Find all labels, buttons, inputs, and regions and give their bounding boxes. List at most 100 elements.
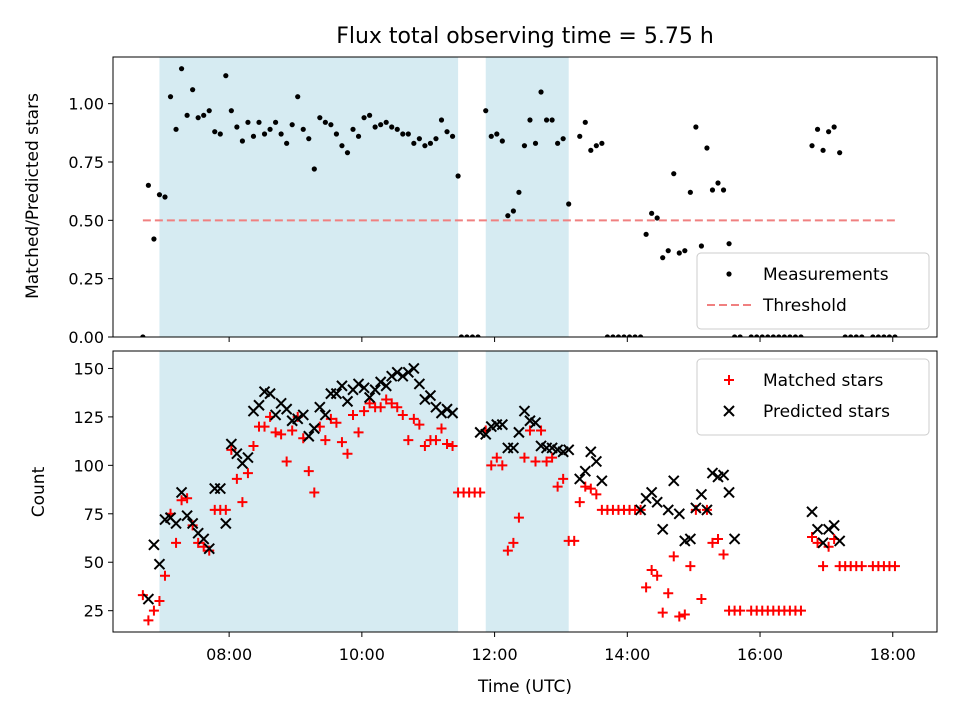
matched-point bbox=[668, 551, 679, 562]
measurement-point bbox=[206, 108, 212, 114]
predicted-point bbox=[645, 486, 658, 499]
measurement-point bbox=[475, 334, 481, 337]
matched-point bbox=[718, 549, 729, 560]
shaded-interval bbox=[485, 57, 569, 337]
measurement-point bbox=[272, 119, 279, 125]
matched-point bbox=[502, 545, 513, 556]
measurement-point bbox=[737, 334, 743, 337]
matched-point bbox=[270, 427, 281, 438]
predicted-point bbox=[242, 451, 254, 464]
x-tick-label: 14:00 bbox=[604, 645, 650, 664]
matched-point bbox=[795, 605, 806, 616]
measurement-point bbox=[538, 89, 544, 95]
legend: Matched stars Predicted stars bbox=[696, 358, 930, 436]
measurement-point bbox=[621, 334, 627, 337]
measurement-point bbox=[256, 119, 262, 125]
measurement-point bbox=[317, 115, 323, 121]
matched-point bbox=[430, 435, 441, 446]
measurement-point bbox=[604, 334, 610, 337]
measurement-point bbox=[261, 131, 268, 137]
measurement-point bbox=[588, 147, 594, 153]
matched-point bbox=[259, 421, 270, 432]
legend-marker bbox=[723, 405, 735, 417]
matched-point bbox=[226, 444, 237, 455]
matched-point bbox=[171, 537, 182, 548]
measurement-point bbox=[212, 129, 218, 135]
measurement-point bbox=[464, 334, 470, 337]
plot-area bbox=[140, 66, 898, 337]
x-tick-label: 16:00 bbox=[737, 645, 783, 664]
matched-point bbox=[652, 570, 663, 581]
y-tick-label: 150 bbox=[73, 359, 104, 378]
predicted-point bbox=[424, 389, 437, 402]
predicted-point bbox=[684, 533, 697, 545]
measurement-point bbox=[361, 115, 367, 121]
measurement-point bbox=[532, 140, 539, 146]
matched-point bbox=[823, 541, 834, 552]
measurement-point bbox=[328, 122, 334, 128]
measurement-point bbox=[720, 187, 727, 193]
matched-point bbox=[386, 398, 397, 409]
predicted-point bbox=[673, 508, 686, 520]
measurement-point bbox=[333, 131, 340, 137]
measurement-point bbox=[555, 140, 561, 146]
measurement-point bbox=[162, 194, 168, 200]
measurement-point bbox=[776, 334, 782, 337]
matched-point bbox=[447, 440, 458, 451]
legend-marker bbox=[726, 271, 732, 277]
measurement-point bbox=[654, 215, 660, 221]
measurement-point bbox=[278, 131, 284, 137]
measurement-point bbox=[781, 334, 787, 337]
predicted-point bbox=[717, 469, 730, 481]
matched-point bbox=[392, 402, 403, 413]
predicted-point bbox=[369, 384, 381, 396]
matched-point bbox=[381, 394, 392, 405]
predicted-point bbox=[723, 486, 735, 499]
matched-point bbox=[657, 607, 668, 618]
y-tick-label: 100 bbox=[73, 456, 104, 475]
predicted-point bbox=[668, 475, 680, 487]
measurement-point bbox=[505, 213, 511, 219]
measurement-point bbox=[892, 334, 898, 337]
matched-point bbox=[137, 590, 148, 601]
measurement-point bbox=[599, 140, 605, 146]
matched-point bbox=[818, 561, 829, 572]
measurement-point bbox=[770, 334, 776, 337]
matched-point bbox=[403, 435, 414, 446]
predicted-point bbox=[181, 510, 193, 522]
legend: Measurements Threshold bbox=[696, 252, 930, 330]
predicted-point bbox=[214, 482, 226, 495]
matched-point bbox=[497, 460, 508, 471]
measurement-point bbox=[239, 138, 246, 144]
measurement-point bbox=[566, 201, 572, 207]
measurement-point bbox=[726, 241, 732, 247]
predicted-point bbox=[292, 413, 304, 425]
matched-point bbox=[508, 537, 519, 548]
top-ylabel: Matched/Predicted stars bbox=[23, 93, 43, 299]
matched-point bbox=[303, 466, 314, 477]
matched-point bbox=[552, 481, 563, 492]
matched-point bbox=[856, 561, 867, 572]
matched-point bbox=[585, 483, 596, 494]
matched-point bbox=[143, 615, 154, 626]
y-tick-label: 25 bbox=[84, 602, 104, 621]
predicted-point bbox=[203, 542, 215, 555]
predicted-point bbox=[380, 380, 392, 392]
measurement-point bbox=[383, 119, 389, 125]
measurement-point bbox=[709, 187, 716, 193]
measurement-point bbox=[814, 126, 821, 132]
matched-point bbox=[325, 413, 336, 424]
predicted-point bbox=[496, 418, 509, 431]
shaded-interval bbox=[159, 351, 459, 632]
predicted-point bbox=[225, 438, 238, 450]
measurement-point bbox=[494, 131, 500, 137]
predicted-point bbox=[148, 539, 160, 551]
matched-point bbox=[231, 473, 242, 484]
predicted-point bbox=[308, 422, 321, 435]
measurement-point bbox=[748, 334, 754, 337]
matched-point bbox=[193, 537, 204, 548]
predicted-point bbox=[319, 409, 332, 421]
predicted-point bbox=[585, 446, 597, 458]
matched-point bbox=[336, 437, 347, 448]
